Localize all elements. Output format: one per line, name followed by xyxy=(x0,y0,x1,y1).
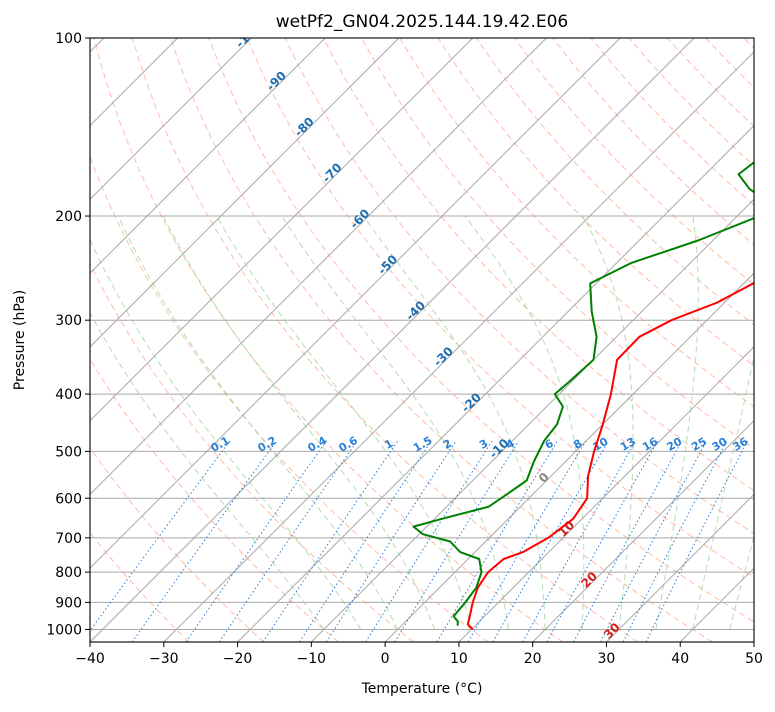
x-tick-label: 30 xyxy=(598,651,616,667)
y-axis-label: Pressure (hPa) xyxy=(12,290,28,390)
y-tick-label: 800 xyxy=(55,565,82,581)
y-tick-label: 200 xyxy=(55,209,82,225)
x-axis-label: Temperature (°C) xyxy=(361,681,483,697)
y-tick-label: 1000 xyxy=(46,622,82,638)
x-tick-label: 10 xyxy=(450,651,468,667)
x-tick-label: −20 xyxy=(223,651,253,667)
y-tick-label: 400 xyxy=(55,387,82,403)
x-tick-label: −30 xyxy=(149,651,179,667)
x-tick-label: 50 xyxy=(745,651,763,667)
y-tick-label: 700 xyxy=(55,531,82,547)
x-tick-label: −40 xyxy=(75,651,105,667)
y-tick-label: 500 xyxy=(55,444,82,460)
y-tick-label: 300 xyxy=(55,313,82,329)
y-tick-label: 900 xyxy=(55,595,82,611)
y-tick-label: 600 xyxy=(55,491,82,507)
x-tick-label: 40 xyxy=(671,651,689,667)
x-tick-label: −10 xyxy=(297,651,327,667)
x-tick-label: 0 xyxy=(381,651,390,667)
y-tick-label: 100 xyxy=(55,31,82,47)
chart-title: wetPf2_GN04.2025.144.19.42.E06 xyxy=(276,12,568,32)
x-tick-label: 20 xyxy=(524,651,542,667)
